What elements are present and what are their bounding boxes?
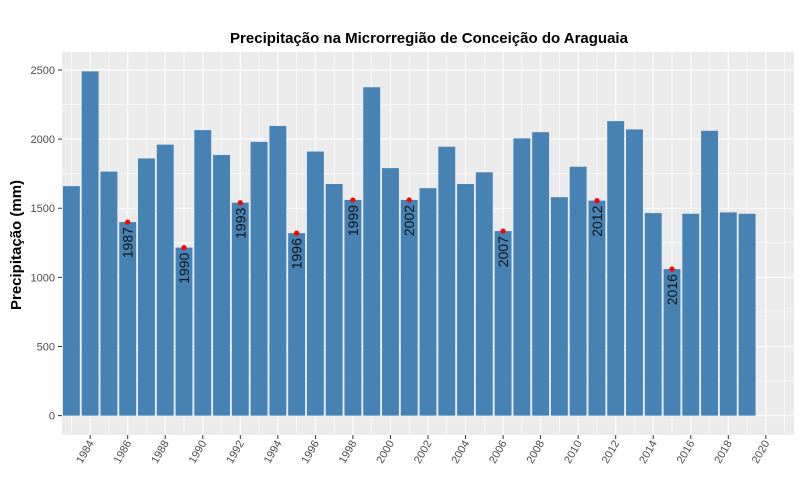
- highlight-point-2016: [669, 266, 675, 272]
- highlight-labels: 1987 1990 1993 1996 1999 2002 2007 2012 2016: [120, 205, 680, 305]
- bar-1990: [194, 130, 212, 416]
- highlight-label-1999: 1999: [345, 205, 361, 236]
- highlight-label-2016: 2016: [664, 274, 680, 305]
- highlight-point-1996: [294, 230, 300, 236]
- bar-2001: [400, 199, 418, 416]
- x-tick-label: 1992: [224, 439, 247, 466]
- bar-1986: [119, 222, 137, 416]
- x-tick-label: 2008: [525, 439, 548, 466]
- x-tick-label: 2012: [600, 439, 623, 466]
- bar-2015: [663, 269, 681, 416]
- y-tick-label: 2000: [31, 134, 55, 146]
- highlight-label-1990: 1990: [176, 252, 192, 283]
- bar-1993: [250, 141, 268, 416]
- highlight-label-2002: 2002: [401, 205, 417, 236]
- bar-1996: [306, 151, 324, 416]
- bar-2019: [738, 213, 756, 416]
- x-tick-label: 1990: [187, 439, 210, 466]
- x-tick-label: 1998: [337, 439, 360, 466]
- bar-2000: [382, 168, 399, 416]
- bar-1995: [288, 233, 306, 416]
- y-tick-label: 2500: [31, 65, 55, 77]
- x-tick-label: 2002: [412, 439, 435, 466]
- highlight-point-2007: [500, 228, 506, 234]
- highlight-point-2012: [594, 198, 600, 204]
- bar-1994: [269, 125, 287, 416]
- x-tick-label: 2016: [675, 439, 698, 466]
- bar-1991: [213, 155, 230, 416]
- y-axis: 0 500 1000 1500 2000 2500: [31, 65, 62, 423]
- x-tick-label: 1994: [262, 439, 285, 466]
- bar-2004: [457, 184, 474, 416]
- y-tick-label: 1000: [31, 272, 55, 284]
- bars: [62, 71, 756, 416]
- bar-2006: [494, 231, 512, 416]
- chart-title: Precipitação na Microrregião de Conceiçã…: [230, 30, 629, 47]
- x-tick-label: 2014: [637, 439, 660, 466]
- y-tick-label: 0: [49, 411, 55, 423]
- highlight-label-1996: 1996: [289, 238, 305, 269]
- bar-1985: [100, 171, 118, 416]
- bar-2016: [682, 213, 700, 416]
- x-tick-label: 1986: [112, 439, 135, 466]
- bar-1989: [175, 247, 193, 416]
- highlight-label-1987: 1987: [120, 227, 136, 258]
- bar-2010: [569, 166, 587, 416]
- highlight-points: [125, 197, 675, 272]
- x-axis: 1984 1986 1988 1990 1992 1994 1996 1998 2000 2002…: [74, 435, 772, 466]
- bar-2018: [719, 212, 737, 416]
- bar-2017: [701, 130, 718, 416]
- highlight-point-1990: [181, 245, 187, 251]
- bar-2007: [513, 138, 531, 416]
- bar-1992: [231, 202, 249, 416]
- x-tick-label: 2006: [487, 439, 510, 466]
- highlight-point-1993: [237, 200, 243, 206]
- bar-2011: [588, 200, 606, 416]
- bar-2013: [626, 129, 643, 416]
- x-tick-label: 2004: [450, 439, 473, 466]
- bar-2008: [532, 132, 550, 416]
- y-tick-label: 1500: [31, 203, 55, 215]
- x-tick-label: 2018: [712, 439, 735, 466]
- x-tick-label: 1984: [74, 439, 97, 466]
- bar-2002: [419, 188, 437, 416]
- bar-2003: [438, 146, 456, 416]
- bar-2012: [607, 121, 625, 416]
- x-tick-label: 2010: [562, 439, 585, 466]
- bar-2014: [644, 213, 662, 416]
- highlight-point-2002: [406, 197, 412, 203]
- x-tick-label: 2020: [750, 439, 773, 466]
- bar-1998: [344, 199, 362, 416]
- bar-2005: [475, 172, 493, 416]
- bar-1997: [325, 184, 343, 416]
- bar-1988: [156, 144, 174, 416]
- x-tick-label: 2000: [374, 439, 397, 466]
- y-axis-label: Precipitação (mm): [8, 180, 25, 310]
- x-tick-label: 1996: [299, 439, 322, 466]
- highlight-label-2007: 2007: [495, 236, 511, 267]
- bar-2009: [550, 197, 568, 416]
- bar-1987: [138, 158, 155, 416]
- bar-1984: [81, 71, 99, 416]
- bar-1999: [363, 87, 381, 416]
- bar-1983: [62, 186, 80, 416]
- highlight-point-1987: [125, 219, 131, 225]
- highlight-label-2012: 2012: [589, 205, 605, 236]
- x-tick-label: 1988: [149, 439, 172, 466]
- y-tick-label: 500: [37, 342, 55, 354]
- highlight-point-1999: [350, 197, 356, 203]
- highlight-label-1993: 1993: [232, 208, 248, 239]
